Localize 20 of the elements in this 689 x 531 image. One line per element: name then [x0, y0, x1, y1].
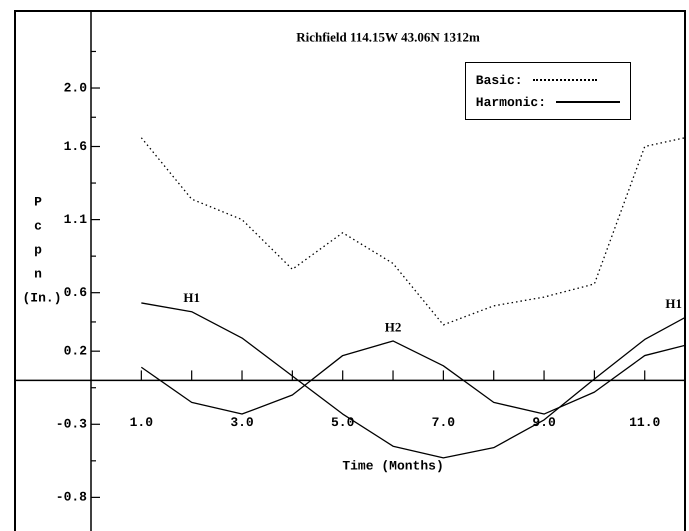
y-tick-label: -0.8	[56, 490, 88, 505]
x-tick-label: 1.0	[130, 415, 154, 430]
x-tick-label: 7.0	[432, 415, 456, 430]
annotation: H1	[183, 290, 200, 306]
y-axis-title: Pcpn (In.)	[22, 194, 62, 306]
x-axis-title: Time (Months)	[342, 458, 444, 474]
annotation: H1	[665, 296, 682, 311]
x-tick-label: 5.0	[330, 415, 355, 430]
y-tick-label: 2.0	[64, 80, 88, 96]
legend-label: Basic:	[476, 72, 523, 88]
annotation: H2	[384, 319, 402, 334]
y-tick-label: 0.6	[64, 284, 88, 300]
legend-label: Harmonic:	[476, 94, 546, 110]
y-tick-label: 1.1	[64, 212, 88, 227]
text: Richfield 114.15W 43.06N 1312m	[296, 29, 480, 44]
x-tick-label: 11.0	[629, 415, 661, 430]
y-tick-label: -0.3	[56, 416, 88, 432]
x-tick-label: 3.0	[230, 415, 254, 430]
y-tick-label: 1.6	[64, 138, 88, 154]
y-tick-label: 0.2	[64, 343, 88, 358]
